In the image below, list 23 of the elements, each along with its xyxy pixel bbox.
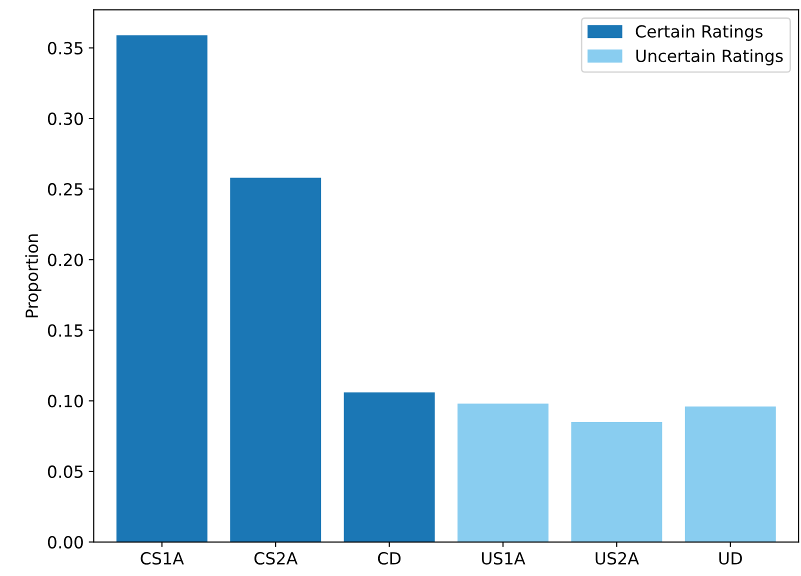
y-tick-label: 0.15	[48, 324, 83, 337]
x-tick-label: CS1A	[140, 552, 184, 565]
x-tick-label: US2A	[596, 552, 639, 565]
x-tick-label: UD	[719, 552, 742, 565]
x-tick-label: CS2A	[254, 552, 298, 565]
y-tick-label: 0.25	[48, 183, 83, 196]
x-tick-label: CD	[378, 552, 401, 565]
bar	[344, 392, 435, 542]
bar	[116, 35, 208, 542]
x-tick-label: US1A	[482, 552, 526, 565]
y-tick-label: 0.20	[48, 254, 83, 266]
bar	[571, 422, 662, 542]
bar	[684, 406, 776, 542]
legend-label: Certain Ratings	[636, 24, 762, 41]
y-tick-label: 0.30	[48, 112, 83, 126]
y-tick-label: 0.05	[48, 465, 83, 478]
legend-label: Uncertain Ratings	[636, 49, 783, 66]
bar	[458, 404, 548, 542]
y-tick-label: 0.00	[48, 536, 83, 549]
y-axis-title: Proportion	[25, 234, 42, 318]
bar	[230, 178, 322, 542]
y-tick-label: 0.10	[48, 394, 83, 408]
y-tick-label: 0.35	[48, 42, 83, 54]
